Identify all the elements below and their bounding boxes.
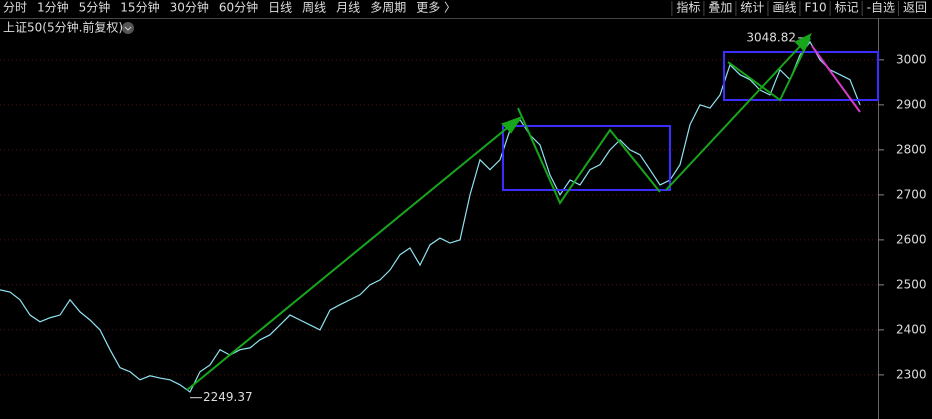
toolbar-item[interactable]: 统计 bbox=[740, 1, 764, 15]
toolbar-item[interactable]: 叠加 bbox=[708, 1, 732, 15]
trend-arrow bbox=[665, 41, 805, 191]
box bbox=[502, 125, 671, 191]
toolbar-item[interactable]: 5分钟 bbox=[79, 0, 111, 15]
y-tick-label: 2900 bbox=[896, 97, 927, 111]
toolbar-item[interactable]: 15分钟 bbox=[120, 0, 159, 15]
y-tick-label: 2700 bbox=[896, 187, 927, 201]
toolbar-item[interactable]: 指标 bbox=[676, 0, 700, 15]
y-tick-label: 2800 bbox=[896, 142, 927, 156]
price-line bbox=[0, 40, 861, 393]
toolbar-item[interactable]: F10 bbox=[804, 1, 826, 15]
toolbar-item[interactable]: 标记 bbox=[835, 1, 859, 15]
dropdown-chevron bbox=[124, 26, 132, 31]
y-tick-label: 2600 bbox=[896, 232, 927, 246]
toolbar-item[interactable]: 60分钟 bbox=[219, 0, 258, 15]
toolbar-item[interactable]: 画线 bbox=[772, 1, 796, 15]
toolbar-item[interactable]: 30分钟 bbox=[170, 0, 209, 15]
toolbar-item[interactable]: 多周期 bbox=[370, 1, 406, 15]
toolbar-item[interactable]: 月线 bbox=[336, 1, 360, 15]
low-label: 2249.37 bbox=[203, 390, 253, 404]
y-tick-label: 2500 bbox=[896, 277, 927, 291]
toolbar-item[interactable]: 周线 bbox=[302, 1, 326, 15]
trend-arrow bbox=[186, 123, 513, 391]
title-dropdown[interactable] bbox=[122, 22, 134, 34]
zigzag bbox=[517, 107, 661, 206]
toolbar-item[interactable]: 更多 〉 bbox=[416, 1, 456, 15]
y-tick-label: 3000 bbox=[896, 52, 927, 66]
arrow-head bbox=[501, 116, 523, 134]
box bbox=[723, 51, 879, 101]
y-tick-label: 2400 bbox=[896, 322, 927, 336]
drawings bbox=[186, 32, 879, 391]
toolbar-item[interactable]: 1分钟 bbox=[37, 0, 69, 15]
plot: 2300 2400 2500 2600 2700 2800 2900 3000 3048.82 2… bbox=[0, 30, 927, 404]
high-label: 3048.82 bbox=[746, 30, 796, 44]
toolbar-item[interactable]: 日线 bbox=[268, 1, 292, 15]
trend-line bbox=[811, 45, 861, 113]
toolbar: 分时 1分钟 5分钟 15分钟 30分钟 60分钟 日线 周线 月线 多周期 更多 〉 返回 -自选标记… bbox=[3, 0, 927, 16]
toolbar-item[interactable]: 返回 bbox=[903, 1, 927, 15]
toolbar-item[interactable]: 分时 bbox=[3, 1, 27, 15]
chart-title: 上证50(5分钟.前复权) bbox=[3, 20, 123, 35]
y-tick-label: 2300 bbox=[896, 367, 927, 381]
toolbar-item[interactable]: -自选 bbox=[867, 1, 895, 15]
zigzag bbox=[727, 37, 811, 102]
